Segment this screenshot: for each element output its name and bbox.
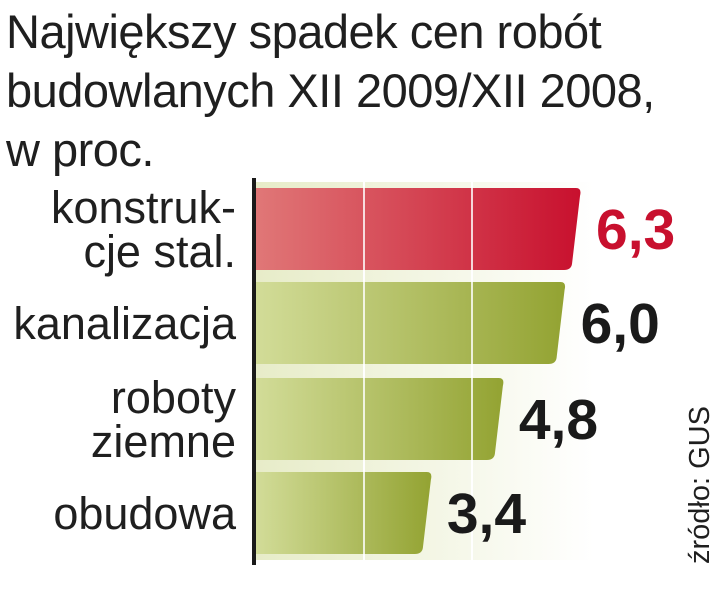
value-label: 3,4 [447, 482, 527, 546]
value-label: 6,0 [581, 292, 660, 356]
value-label: 6,3 [596, 198, 675, 262]
category-label-line: ziemne [91, 416, 236, 467]
bar [256, 472, 432, 554]
category-label-line: cje stal. [83, 226, 236, 277]
category-label-line: kanalizacja [13, 298, 237, 349]
category-label: konstruk-cje stal. [51, 182, 236, 277]
category-label-line: obudowa [53, 488, 237, 539]
chart-title: Największy spadek cen robót budowlanych … [6, 2, 706, 179]
category-label-line: konstruk- [51, 182, 236, 233]
title-line-3: w proc. [6, 123, 155, 176]
bar [256, 378, 504, 460]
title-line-1: Największy spadek cen robót [6, 5, 602, 58]
value-label: 4,8 [519, 388, 598, 452]
category-label-line: roboty [111, 372, 237, 423]
source-note: źródło: GUS [684, 406, 716, 564]
category-label: kanalizacja [13, 298, 237, 349]
category-label: obudowa [53, 488, 237, 539]
title-line-2: budowlanych XII 2009/XII 2008, [6, 64, 655, 117]
source-text: źródło: GUS [684, 406, 716, 564]
bar [256, 282, 566, 364]
category-label: roboty ziemne [91, 372, 237, 467]
bar [256, 188, 581, 270]
